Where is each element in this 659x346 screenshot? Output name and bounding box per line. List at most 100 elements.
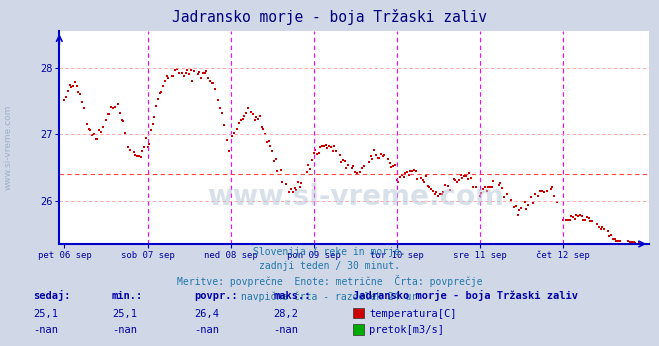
Point bbox=[580, 217, 590, 222]
Point bbox=[248, 111, 258, 117]
Point bbox=[158, 84, 168, 89]
Point bbox=[267, 148, 277, 154]
Point bbox=[527, 194, 537, 200]
Point bbox=[407, 168, 417, 174]
Point bbox=[287, 189, 298, 195]
Point bbox=[571, 212, 582, 217]
Point bbox=[444, 183, 454, 189]
Point bbox=[480, 184, 490, 189]
Text: -nan: -nan bbox=[112, 325, 137, 335]
Point bbox=[241, 110, 251, 115]
Point bbox=[569, 216, 580, 222]
Point bbox=[115, 110, 125, 116]
Point bbox=[215, 105, 225, 110]
Point bbox=[561, 217, 571, 223]
Point bbox=[237, 117, 248, 122]
Point bbox=[611, 238, 621, 244]
Point bbox=[438, 189, 449, 195]
Point bbox=[168, 73, 179, 79]
Point bbox=[379, 152, 389, 157]
Point bbox=[596, 226, 606, 232]
Point bbox=[305, 166, 316, 172]
Point bbox=[452, 179, 463, 185]
Point bbox=[566, 213, 577, 218]
Point bbox=[289, 185, 300, 190]
Point bbox=[232, 127, 243, 132]
Point bbox=[594, 225, 604, 230]
Point bbox=[521, 207, 532, 212]
Point bbox=[623, 238, 634, 244]
Point bbox=[171, 66, 182, 72]
Point bbox=[82, 121, 92, 126]
Point bbox=[577, 213, 587, 218]
Text: Slovenija / reke in morje.
zadnji teden / 30 minut.
Meritve: povprečne  Enote: m: Slovenija / reke in morje. zadnji teden … bbox=[177, 247, 482, 302]
Point bbox=[365, 154, 376, 159]
Point bbox=[120, 130, 130, 135]
Point bbox=[66, 85, 76, 90]
Point bbox=[533, 194, 544, 199]
Point bbox=[367, 157, 378, 162]
Point bbox=[633, 239, 644, 245]
Point bbox=[107, 105, 118, 110]
Point bbox=[84, 126, 94, 131]
Point bbox=[412, 177, 422, 182]
Point bbox=[151, 103, 161, 109]
Point bbox=[499, 194, 509, 200]
Point bbox=[182, 67, 192, 73]
Point bbox=[486, 184, 497, 190]
Point bbox=[87, 133, 98, 138]
Point bbox=[613, 238, 623, 244]
Point bbox=[388, 164, 399, 169]
Point bbox=[347, 165, 357, 171]
Point bbox=[322, 146, 333, 151]
Point bbox=[497, 185, 507, 191]
Point bbox=[319, 143, 330, 149]
Point bbox=[547, 185, 558, 190]
Point bbox=[350, 169, 360, 174]
Point bbox=[199, 70, 210, 75]
Point bbox=[430, 191, 440, 197]
Point bbox=[223, 149, 234, 154]
Point bbox=[627, 240, 637, 245]
Point bbox=[102, 111, 113, 117]
Point bbox=[187, 78, 198, 84]
Point bbox=[192, 71, 203, 76]
Point bbox=[505, 197, 516, 203]
Point bbox=[364, 159, 374, 165]
Point bbox=[502, 191, 513, 197]
Point bbox=[558, 217, 568, 223]
Point bbox=[573, 213, 583, 219]
Point bbox=[264, 138, 274, 143]
Point bbox=[106, 104, 117, 110]
Point bbox=[405, 168, 416, 174]
Point bbox=[395, 174, 405, 180]
Point bbox=[153, 96, 163, 101]
Point bbox=[355, 169, 366, 174]
Point bbox=[398, 174, 409, 179]
Point bbox=[478, 186, 488, 192]
Point bbox=[246, 109, 256, 115]
Text: min.:: min.: bbox=[112, 291, 143, 301]
Point bbox=[159, 78, 170, 84]
Point bbox=[293, 180, 303, 185]
Point bbox=[494, 182, 504, 188]
Point bbox=[348, 163, 358, 168]
Point bbox=[331, 149, 341, 154]
Point bbox=[125, 147, 136, 153]
Point bbox=[610, 236, 620, 242]
Point bbox=[583, 216, 594, 221]
Point bbox=[616, 242, 627, 248]
Point bbox=[312, 151, 322, 157]
Point bbox=[397, 172, 407, 177]
Text: Jadransko morje - boja Tržaski zaliv: Jadransko morje - boja Tržaski zaliv bbox=[172, 9, 487, 25]
Point bbox=[96, 129, 106, 135]
Point bbox=[222, 137, 233, 143]
Point bbox=[61, 94, 71, 100]
Point bbox=[424, 184, 435, 189]
Point bbox=[258, 127, 269, 132]
Point bbox=[210, 86, 220, 92]
Point bbox=[149, 114, 159, 120]
Point bbox=[76, 99, 87, 104]
Point bbox=[167, 74, 177, 79]
Point bbox=[630, 241, 641, 246]
